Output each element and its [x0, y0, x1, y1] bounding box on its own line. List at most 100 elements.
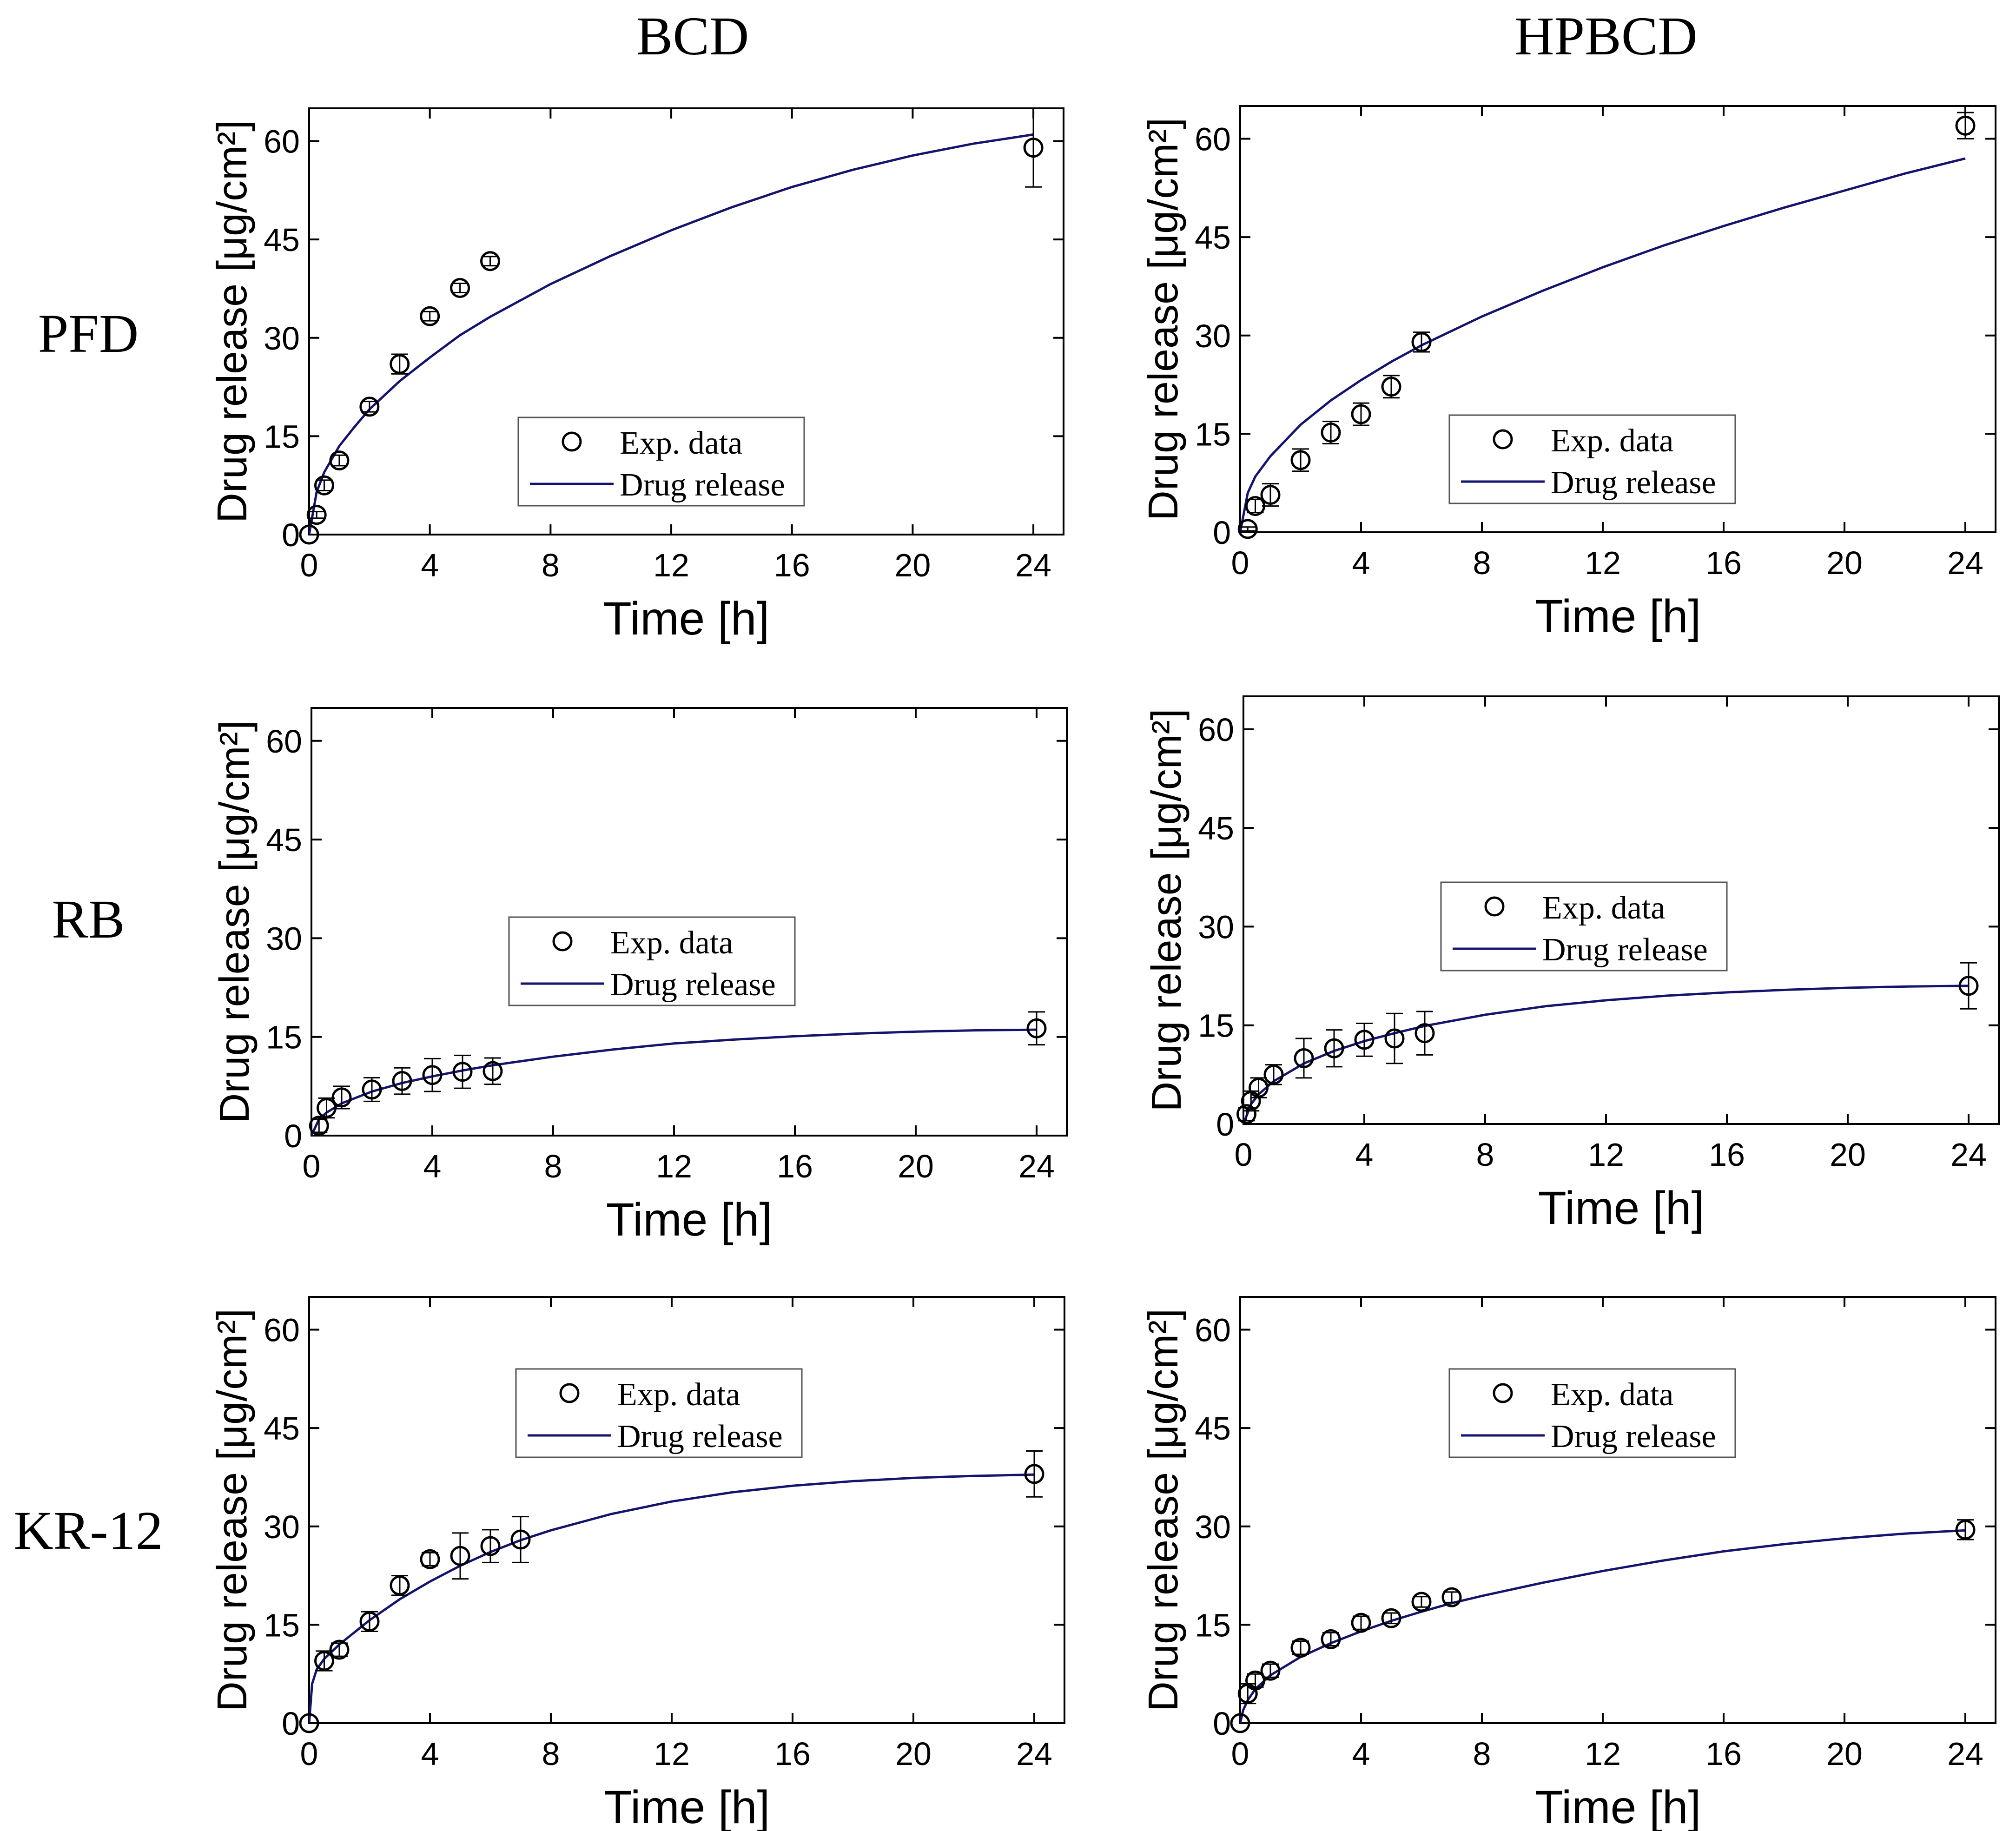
- x-tick-label: 8: [542, 547, 560, 583]
- x-tick-label: 0: [303, 1148, 321, 1184]
- x-tick-label: 8: [1476, 1137, 1494, 1173]
- drug-release-curve: [309, 1473, 1035, 1723]
- data-point: [362, 1079, 382, 1100]
- data-point: [1381, 377, 1401, 397]
- y-tick-label: 45: [1195, 219, 1231, 256]
- legend: Exp. data Drug release: [1448, 1368, 1736, 1458]
- data-point: [1024, 1464, 1044, 1484]
- y-axis-label: Drug release [μg/cm²]: [209, 120, 256, 523]
- x-tick-label: 20: [895, 1736, 932, 1772]
- x-tick-label: 12: [653, 547, 689, 583]
- x-tick-label: 20: [1830, 1137, 1866, 1173]
- data-point: [1324, 1038, 1344, 1058]
- drug-release-curve: [309, 133, 1034, 535]
- x-tick-label: 0: [1235, 1137, 1253, 1173]
- data-point: [420, 1549, 440, 1569]
- x-tick-label: 4: [1352, 1736, 1370, 1772]
- row-title-kr12: KR-12: [13, 1500, 163, 1561]
- data-point: [420, 306, 440, 326]
- y-axis-label: Drug release [μg/cm²]: [1144, 708, 1190, 1111]
- data-point: [359, 397, 380, 417]
- x-tick-label: 20: [1826, 545, 1863, 581]
- x-tick-label: 24: [1947, 1736, 1983, 1772]
- x-tick-label: 12: [1588, 1137, 1624, 1173]
- y-axis-label: Drug release [μg/cm²]: [212, 720, 258, 1123]
- x-tick-label: 8: [1473, 545, 1491, 581]
- y-tick-label: 15: [1195, 1607, 1231, 1643]
- legend-label-drug-release: Drug release: [617, 1419, 783, 1454]
- drug-release-curve: [1243, 985, 1969, 1124]
- x-axis-label: Time [h]: [1535, 1781, 1701, 1831]
- drug-release-curve: [1240, 1529, 1966, 1723]
- x-axis-label: Time [h]: [1535, 590, 1701, 642]
- x-tick-label: 0: [300, 547, 318, 583]
- data-point: [450, 278, 470, 298]
- y-tick-label: 0: [1216, 1106, 1234, 1143]
- legend-box: [517, 416, 805, 507]
- data-point: [1354, 1030, 1375, 1050]
- data-point: [314, 475, 334, 496]
- y-tick-label: 30: [266, 920, 302, 957]
- y-tick-label: 45: [1195, 1410, 1231, 1447]
- legend-box: [1448, 1368, 1736, 1458]
- x-tick-label: 4: [1352, 545, 1370, 581]
- data-point: [1415, 1023, 1435, 1044]
- legend-marker: [1493, 429, 1513, 449]
- data-point: [329, 1639, 350, 1660]
- data-point: [1441, 1587, 1462, 1607]
- chart-kr12-hpbcd: 0 4 8 12 16 20 24 0 15 30 45 60 Time [h] Drug release…: [1140, 1296, 1996, 1831]
- data-point: [480, 251, 501, 271]
- y-tick-label: 45: [264, 1410, 300, 1447]
- legend-marker: [1484, 896, 1505, 917]
- legend-label-exp-data: Exp. data: [610, 925, 733, 961]
- y-tick-label: 0: [284, 1118, 302, 1154]
- x-tick-label: 0: [1231, 545, 1249, 581]
- y-tick-label: 15: [264, 418, 300, 455]
- x-tick-label: 16: [774, 547, 810, 583]
- x-tick-label: 16: [1705, 1736, 1742, 1772]
- x-tick-label: 4: [421, 547, 439, 583]
- legend-label-drug-release: Drug release: [1542, 932, 1708, 968]
- data-point: [1955, 1520, 1976, 1540]
- chart-pfd-hpbcd: 0 4 8 12 16 20 24 0 15 30 45 60 Time [h] Drug release…: [1140, 105, 1996, 642]
- y-tick-label: 0: [1213, 1705, 1231, 1742]
- x-tick-label: 20: [1826, 1736, 1863, 1772]
- x-tick-label: 24: [1015, 547, 1051, 583]
- y-tick-label: 15: [1195, 416, 1231, 452]
- data-point: [1411, 1592, 1432, 1612]
- legend-marker: [562, 431, 582, 452]
- legend: Exp. data Drug release: [515, 1368, 803, 1458]
- y-tick-label: 60: [266, 723, 302, 760]
- data-point: [1260, 1660, 1281, 1681]
- data-point: [510, 1529, 531, 1550]
- y-tick-label: 30: [264, 320, 300, 357]
- y-tick-label: 60: [1195, 1312, 1231, 1348]
- data-point: [331, 1087, 352, 1108]
- row-title-rb: RB: [52, 889, 125, 950]
- x-tick-label: 24: [1947, 545, 1983, 581]
- column-title-hpbcd: HPBCD: [1514, 6, 1698, 66]
- x-tick-label: 24: [1950, 1137, 1987, 1173]
- legend-box: [1440, 881, 1728, 972]
- x-tick-label: 16: [777, 1148, 813, 1184]
- data-point: [1381, 1608, 1401, 1628]
- data-point: [480, 1536, 501, 1556]
- data-point: [306, 505, 327, 525]
- data-point: [1260, 485, 1281, 505]
- data-point: [1321, 1629, 1341, 1649]
- x-axis-label: Time [h]: [604, 1781, 770, 1831]
- legend-label-drug-release: Drug release: [610, 967, 776, 1003]
- x-tick-label: 4: [421, 1736, 439, 1772]
- data-point: [1958, 976, 1979, 996]
- x-tick-label: 8: [1473, 1736, 1491, 1772]
- y-tick-label: 30: [1195, 318, 1231, 354]
- y-tick-label: 0: [282, 517, 300, 553]
- x-axis-label: Time [h]: [1538, 1182, 1704, 1234]
- y-tick-label: 15: [266, 1019, 302, 1056]
- data-point: [390, 354, 410, 374]
- x-tick-label: 24: [1016, 1736, 1052, 1772]
- data-point: [1263, 1064, 1284, 1085]
- x-axis-label: Time [h]: [603, 593, 769, 645]
- data-point: [1290, 1638, 1311, 1658]
- data-point: [1026, 1018, 1047, 1038]
